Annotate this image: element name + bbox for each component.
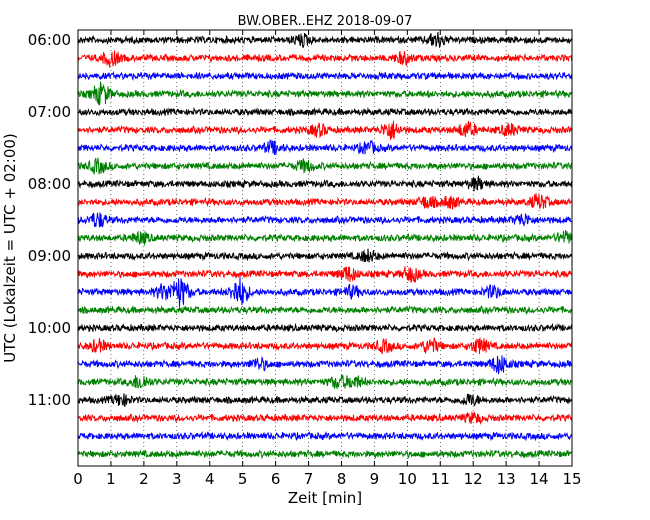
y-tick-label: 09:00 xyxy=(28,247,71,265)
trace-1000 xyxy=(77,322,573,333)
x-tick-label: 14 xyxy=(530,470,549,488)
x-tick-label: 15 xyxy=(562,470,581,488)
y-tick-label: 10:00 xyxy=(28,319,71,337)
x-tick-label: 5 xyxy=(238,470,248,488)
traces xyxy=(77,31,573,460)
trace-0900 xyxy=(77,248,573,263)
trace-0645 xyxy=(77,81,573,106)
x-tick-label: 4 xyxy=(205,470,215,488)
x-tick-label: 3 xyxy=(172,470,182,488)
trace-1030 xyxy=(77,355,573,375)
x-axis-label: Zeit [min] xyxy=(288,489,362,507)
x-tick-label: 13 xyxy=(497,470,516,488)
y-axis-ticks: 06:00 07:00 08:00 09:00 10:00 11:00 xyxy=(28,31,572,409)
x-tick-label: 12 xyxy=(464,470,483,488)
trace-1130 xyxy=(77,430,573,442)
trace-0600 xyxy=(77,31,573,48)
x-tick-label: 1 xyxy=(106,470,116,488)
y-axis-label: UTC (Lokalzeit = UTC + 02:00) xyxy=(1,133,19,363)
y-tick-label: 06:00 xyxy=(28,31,71,49)
trace-1145 xyxy=(77,449,573,460)
grid-lines xyxy=(110,30,540,466)
trace-0745 xyxy=(77,157,573,175)
y-tick-label: 08:00 xyxy=(28,175,71,193)
trace-0915 xyxy=(77,266,573,284)
trace-0615 xyxy=(77,50,573,68)
x-tick-label: 7 xyxy=(304,470,314,488)
x-tick-label: 9 xyxy=(370,470,380,488)
x-axis-ticks: 0 1 2 3 4 5 6 7 8 9 10 11 12 13 14 15 xyxy=(73,30,582,488)
trace-0630 xyxy=(77,70,573,81)
x-tick-label: 10 xyxy=(398,470,417,488)
x-tick-label: 0 xyxy=(73,470,83,488)
x-tick-label: 8 xyxy=(337,470,347,488)
chart-title: BW.OBER..EHZ 2018-09-07 xyxy=(238,14,413,29)
x-tick-label: 2 xyxy=(139,470,149,488)
plot-frame xyxy=(77,29,573,467)
x-tick-label: 6 xyxy=(271,470,281,488)
trace-0730 xyxy=(77,138,573,156)
x-tick-label: 11 xyxy=(431,470,450,488)
trace-0845 xyxy=(77,230,573,246)
trace-0945 xyxy=(77,304,573,316)
trace-1015 xyxy=(77,337,573,355)
trace-1100 xyxy=(77,393,573,407)
trace-0930 xyxy=(77,277,573,307)
y-tick-label: 11:00 xyxy=(28,391,71,409)
y-tick-label: 07:00 xyxy=(28,103,71,121)
trace-0800 xyxy=(77,174,573,192)
trace-0830 xyxy=(77,212,573,228)
trace-0715 xyxy=(77,120,573,140)
trace-1045 xyxy=(77,374,573,390)
trace-0815 xyxy=(77,193,573,210)
trace-1115 xyxy=(77,411,573,426)
trace-0700 xyxy=(77,106,573,117)
